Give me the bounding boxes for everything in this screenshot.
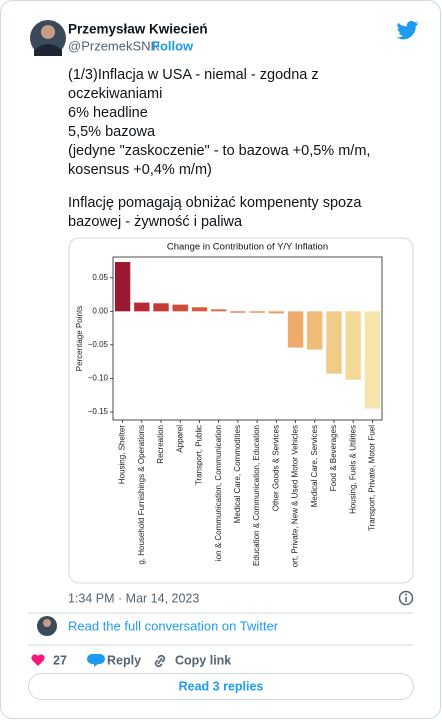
x-tick-label: g, Household Furnishings & Operations: [137, 425, 146, 565]
x-tick-label: ort, Private, New & Used Motor Vehicles: [291, 425, 300, 567]
plot-frame: [112, 256, 383, 421]
info-icon[interactable]: [398, 590, 414, 606]
bar: [172, 304, 188, 312]
y-tick-label: 0.00: [92, 306, 108, 315]
bar: [364, 311, 381, 409]
bar: [345, 311, 361, 380]
bar: [191, 307, 208, 312]
reply-icon[interactable]: [87, 654, 105, 667]
x-tick-label: Housing, Shelter: [118, 425, 127, 484]
reply-button[interactable]: Reply: [107, 653, 141, 667]
read-replies-label[interactable]: Read 3 replies: [179, 679, 264, 693]
timestamp[interactable]: 1:34 PM · Mar 14, 2023: [68, 591, 199, 605]
bar: [268, 311, 285, 314]
bar: [287, 311, 304, 348]
x-tick-label: Housing, Fuels & Utilities: [348, 425, 357, 514]
author-name[interactable]: Przemysław Kwiecień: [68, 22, 208, 37]
bar: [230, 311, 246, 313]
x-tick-label: ion & Communication, Communication: [214, 425, 223, 561]
y-axis-label: Percentage Points: [75, 306, 84, 371]
bar: [249, 311, 265, 313]
tweet-text-line: 6% headline: [68, 105, 148, 121]
author-handle[interactable]: @PrzemekSNR: [68, 38, 160, 53]
bar: [307, 311, 323, 350]
x-tick-label: Transport, Public: [195, 425, 204, 485]
tweet-text-line: oczekiwaniami: [68, 86, 162, 102]
conversation-link[interactable]: Read the full conversation on Twitter: [68, 618, 279, 633]
tweet-text-line: 5,5% bazowa: [68, 124, 156, 140]
x-tick-label: Transport, Private, Motor Fuel: [368, 425, 377, 531]
bar: [134, 302, 150, 312]
read-replies-button[interactable]: [28, 673, 414, 700]
x-tick-label: Education & Communication, Education: [252, 425, 261, 566]
tweet-text-line: bazowej - żywność i paliwa: [68, 214, 243, 230]
x-tick-label: Recreation: [156, 425, 165, 464]
y-tick-label: 0.05: [92, 273, 108, 282]
chart-title: Change in Contribution of Y/Y Inflation: [167, 242, 328, 253]
y-tick-label: −0.10: [88, 374, 109, 383]
x-tick-label: Other Goods & Services: [271, 425, 280, 511]
avatar[interactable]: [30, 20, 66, 56]
tweet-text-line: kosensus +0,4% m/m): [68, 162, 212, 178]
copy-link-button[interactable]: Copy link: [175, 653, 231, 667]
tweet-text-line: Inflację pomagają obniżać kompenenty spo…: [68, 195, 362, 211]
tweet-text-line: (jedyne "zaskoczenie" - to bazowa +0,5% …: [68, 143, 370, 159]
bar: [153, 303, 169, 312]
bar: [210, 309, 227, 312]
x-tick-label: Medical Care, Services: [310, 425, 319, 507]
bar: [326, 311, 342, 374]
x-tick-label: Medical Care, Commodities: [233, 425, 242, 523]
twitter-logo[interactable]: [396, 21, 419, 40]
like-count[interactable]: 27: [53, 653, 67, 667]
follow-link[interactable]: Follow: [152, 38, 194, 53]
bar: [114, 262, 131, 312]
x-tick-label: Apparel: [175, 425, 184, 453]
separator: ·: [147, 38, 151, 53]
y-tick-label: −0.05: [88, 340, 109, 349]
like-icon[interactable]: [31, 654, 45, 666]
y-tick-label: −0.15: [88, 407, 109, 416]
small-avatar[interactable]: [37, 616, 57, 636]
tweet-text-line: (1/3)Inflacja w USA - niemal - zgodna z: [68, 67, 319, 83]
link-icon[interactable]: [154, 654, 166, 668]
x-tick-label: Food & Beverages: [329, 425, 338, 491]
